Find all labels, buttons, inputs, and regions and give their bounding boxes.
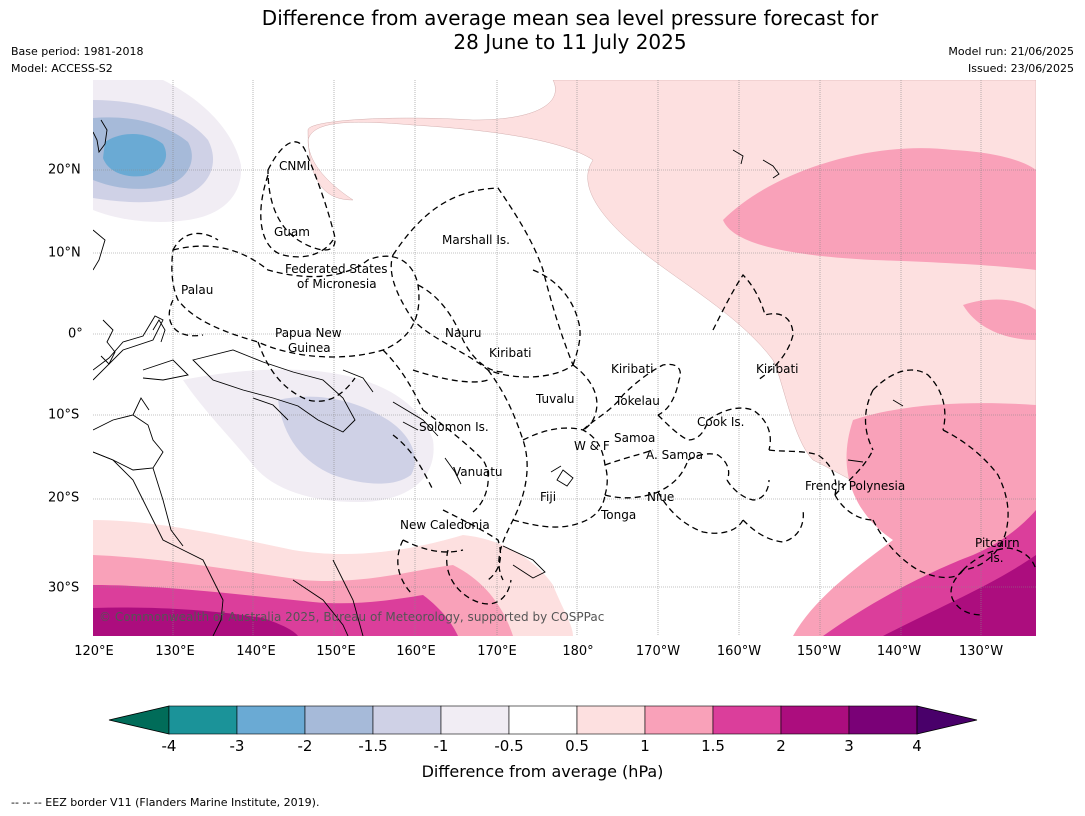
label-guam: Guam: [274, 225, 310, 239]
anomaly-region-2-3-southeast: [883, 555, 1036, 636]
label-cnmi: CNMI: [279, 159, 310, 173]
label-png-line1: Papua New: [275, 326, 342, 340]
lon-tick: 170°E: [477, 644, 517, 659]
colorbar-tick: 3: [844, 737, 854, 755]
meta-left: Base period: 1981-2018 Model: ACCESS-S2: [11, 43, 143, 77]
anomaly-region-minus-1-1.5-melanesia: [278, 396, 415, 484]
lon-tick: 130°E: [155, 644, 195, 659]
colorbar-cell: [304, 705, 374, 735]
label-solomon-islands: Solomon Is.: [419, 420, 489, 434]
label-pitcairn-line2: Is.: [990, 551, 1004, 565]
lat-tick: 10°N: [48, 245, 81, 261]
label-palau: Palau: [181, 283, 213, 297]
title-line-1: Difference from average mean sea level p…: [261, 6, 879, 30]
lon-tick: 130°W: [958, 644, 1004, 659]
anomaly-region-minus-2-3-northwest: [103, 133, 167, 177]
colorbar-tick: -2: [297, 737, 313, 755]
anomaly-region-1-1.5-east: [963, 299, 1036, 340]
lon-tick: 180°: [562, 644, 594, 659]
label-niue: Niue: [647, 490, 674, 504]
anomaly-region-1-1.5-north: [723, 148, 1036, 270]
map-title: Difference from average mean sea level p…: [0, 6, 1085, 54]
colorbar-tick: -1: [433, 737, 449, 755]
colorbar-tick: 1.5: [701, 737, 725, 755]
label-kiribati-central: Kiribati: [611, 362, 653, 376]
colorbar-cell: [848, 705, 918, 735]
lon-tick: 150°E: [316, 644, 356, 659]
colorbar-cell: [372, 705, 442, 735]
colorbar-cell: [576, 705, 646, 735]
model-name: Model: ACCESS-S2: [11, 62, 113, 75]
place-labels: CNMI Guam Marshall Is. Federated States …: [181, 159, 1020, 565]
pressure-anomaly-map: CNMI Guam Marshall Is. Federated States …: [93, 80, 1036, 636]
label-kiribati-east: Kiribati: [756, 362, 798, 376]
label-fsm-line1: Federated States: [285, 262, 387, 276]
label-tonga: Tonga: [600, 508, 636, 522]
lon-tick: 140°E: [236, 644, 276, 659]
lon-tick: 120°E: [74, 644, 114, 659]
colorbar-cell: [440, 705, 510, 735]
colorbar-label: Difference from average (hPa): [421, 762, 664, 781]
label-kiribati-west: Kiribati: [489, 346, 531, 360]
colorbar-cell: [780, 705, 850, 735]
meta-right: Model run: 21/06/2025 Issued: 23/06/2025: [948, 43, 1074, 77]
colorbar-cell: [508, 705, 578, 735]
colorbar-tick: -1.5: [358, 737, 388, 755]
model-run: Model run: 21/06/2025: [948, 45, 1074, 58]
label-tuvalu: Tuvalu: [535, 392, 575, 406]
issued-date: Issued: 23/06/2025: [967, 62, 1074, 75]
lon-tick: 140°W: [876, 644, 922, 659]
colorbar-tick: 0.5: [565, 737, 589, 755]
lon-tick: 160°E: [396, 644, 436, 659]
lat-tick: 10°S: [48, 407, 80, 423]
base-period: Base period: 1981-2018: [11, 45, 144, 58]
label-tokelau: Tokelau: [614, 394, 660, 408]
label-wallis-futuna: W & F: [574, 439, 610, 453]
colorbar-cell: [712, 705, 782, 735]
lon-tick: 170°W: [635, 644, 681, 659]
colorbar-cell: [236, 705, 306, 735]
colorbar-tick: -4: [161, 737, 177, 755]
label-pitcairn-line1: Pitcairn: [975, 536, 1020, 550]
colorbar-cell: [168, 705, 238, 735]
colorbar-tick: -3: [229, 737, 245, 755]
lat-tick: 30°S: [48, 580, 80, 596]
label-new-caledonia: New Caledonia: [400, 518, 490, 532]
label-vanuatu: Vanuatu: [453, 465, 503, 479]
copyright-notice: © Commonwealth of Australia 2025, Bureau…: [99, 610, 604, 624]
label-fsm-line2: of Micronesia: [297, 277, 377, 291]
lon-tick: 160°W: [716, 644, 762, 659]
colorbar-cells: [168, 705, 918, 735]
colorbar-tick: -0.5: [494, 737, 524, 755]
anomaly-region-2-3-southwest: [93, 607, 298, 636]
colorbar-tick: 2: [776, 737, 786, 755]
lon-tick: 150°W: [796, 644, 842, 659]
title-line-2: 28 June to 11 July 2025: [453, 30, 687, 54]
colorbar-tick: 4: [912, 737, 922, 755]
label-cook-islands: Cook Is.: [697, 415, 744, 429]
eez-borders: [168, 141, 1036, 616]
lat-tick: 20°N: [48, 162, 81, 178]
colorbar: [108, 705, 978, 735]
lat-tick: 0°: [68, 326, 83, 342]
label-samoa: Samoa: [614, 431, 655, 445]
label-american-samoa: A. Samoa: [646, 448, 703, 462]
colorbar-over-arrow: [916, 705, 978, 735]
colorbar-cell: [644, 705, 714, 735]
label-nauru: Nauru: [445, 326, 481, 340]
eez-footnote: -- -- -- EEZ border V11 (Flanders Marine…: [11, 796, 320, 809]
colorbar-under-arrow: [108, 705, 170, 735]
label-french-polynesia: French Polynesia: [805, 479, 905, 493]
label-fiji: Fiji: [540, 490, 556, 504]
label-png-line2: Guinea: [288, 341, 331, 355]
colorbar-tick: 1: [640, 737, 650, 755]
label-marshall-islands: Marshall Is.: [442, 233, 510, 247]
lat-tick: 20°S: [48, 490, 80, 506]
